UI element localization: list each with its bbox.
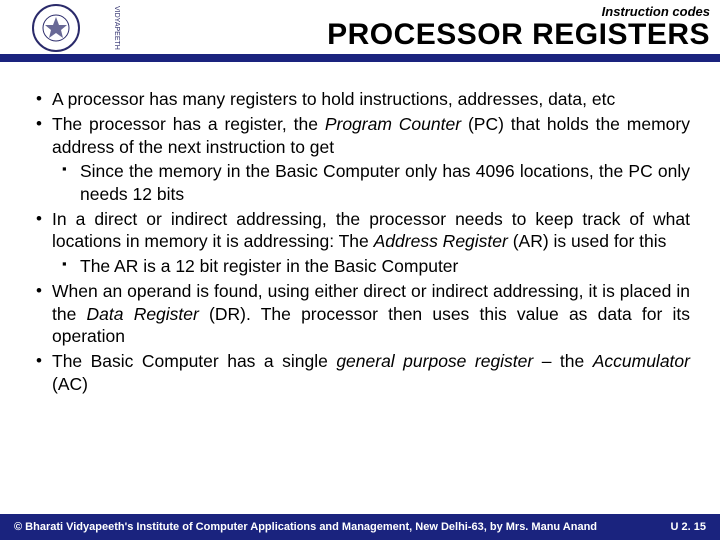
- slide-content: A processor has many registers to hold i…: [0, 58, 720, 408]
- sub-list: The AR is a 12 bit register in the Basic…: [52, 255, 690, 277]
- bullet-list: A processor has many registers to hold i…: [30, 88, 690, 395]
- slide-header: BHARATI VIDYAPEETH Instruction codes PRO…: [0, 0, 720, 58]
- bullet-item: The Basic Computer has a single general …: [30, 350, 690, 395]
- emblem-icon: [41, 13, 71, 43]
- breadcrumb: Instruction codes: [602, 4, 710, 19]
- bullet-item: A processor has many registers to hold i…: [30, 88, 690, 110]
- sub-bullet-item: Since the memory in the Basic Computer o…: [52, 160, 690, 205]
- sub-list: Since the memory in the Basic Computer o…: [52, 160, 690, 205]
- page-title: PROCESSOR REGISTERS: [120, 18, 710, 52]
- logo-right-text: VIDYAPEETH: [113, 6, 120, 50]
- institute-logo: BHARATI VIDYAPEETH: [6, 2, 106, 54]
- slide-footer: © Bharati Vidyapeeth's Institute of Comp…: [0, 514, 720, 540]
- bullet-item: When an operand is found, using either d…: [30, 280, 690, 347]
- bullet-item: In a direct or indirect addressing, the …: [30, 208, 690, 277]
- footer-copyright: © Bharati Vidyapeeth's Institute of Comp…: [14, 521, 597, 533]
- bullet-item: The processor has a register, the Progra…: [30, 113, 690, 205]
- footer-page-number: U 2. 15: [671, 521, 706, 533]
- logo-emblem: [32, 4, 80, 52]
- sub-bullet-item: The AR is a 12 bit register in the Basic…: [52, 255, 690, 277]
